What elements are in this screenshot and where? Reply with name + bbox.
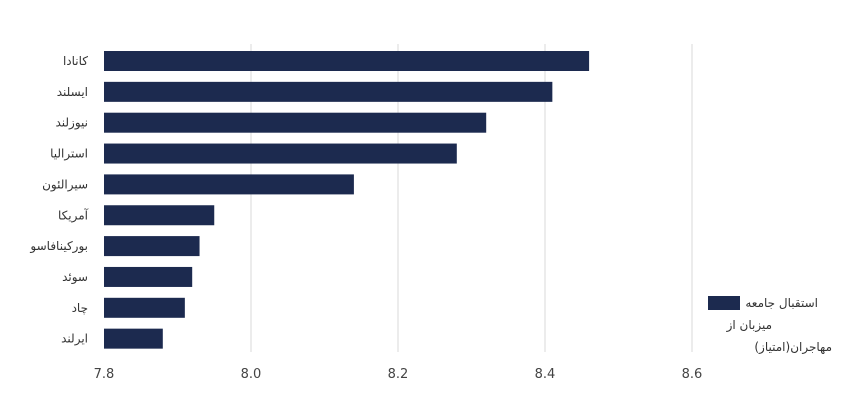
x-tick-label: 7.8 [94,367,115,382]
bar-series [104,51,590,349]
category-label: کانادا [63,54,88,68]
legend-label-line-3: مهاجران(امتیاز) [754,340,832,355]
x-tick-label: 8.4 [535,367,556,382]
bar [104,81,553,102]
category-label: نیوزلند [55,116,88,131]
bar [104,266,193,287]
bar [104,205,215,226]
x-tick-label: 8.6 [682,367,703,382]
category-labels: کانادا ایسلند نیوزلند استرالیا سیرالئون آمریک… [29,54,88,347]
category-label: سیرالئون [42,177,88,192]
category-label: چاد [72,301,88,315]
bar [104,112,487,133]
legend-label-line-1: استقبال جامعه [745,296,818,310]
bar [104,236,200,257]
x-tick-label: 8.0 [241,367,262,382]
bar [104,328,163,349]
x-tick-label: 8.2 [388,367,409,382]
x-axis-tick-labels: 7.8 8.0 8.2 8.4 8.6 [94,367,703,382]
bar [104,51,590,71]
legend-swatch [708,296,740,310]
bar [104,174,354,195]
category-label: ایسلند [57,85,88,99]
bar [104,297,185,318]
bar [104,143,457,164]
legend: استقبال جامعه میزبان از مهاجران(امتیاز) [708,296,832,355]
category-label: استرالیا [50,147,88,162]
category-label: ایرلند [61,332,88,347]
category-label: آمریکا [58,207,89,223]
category-label: بورکینافاسو [29,239,88,254]
legend-label-line-2: میزبان از [726,318,772,333]
category-label: سوئد [62,270,88,285]
